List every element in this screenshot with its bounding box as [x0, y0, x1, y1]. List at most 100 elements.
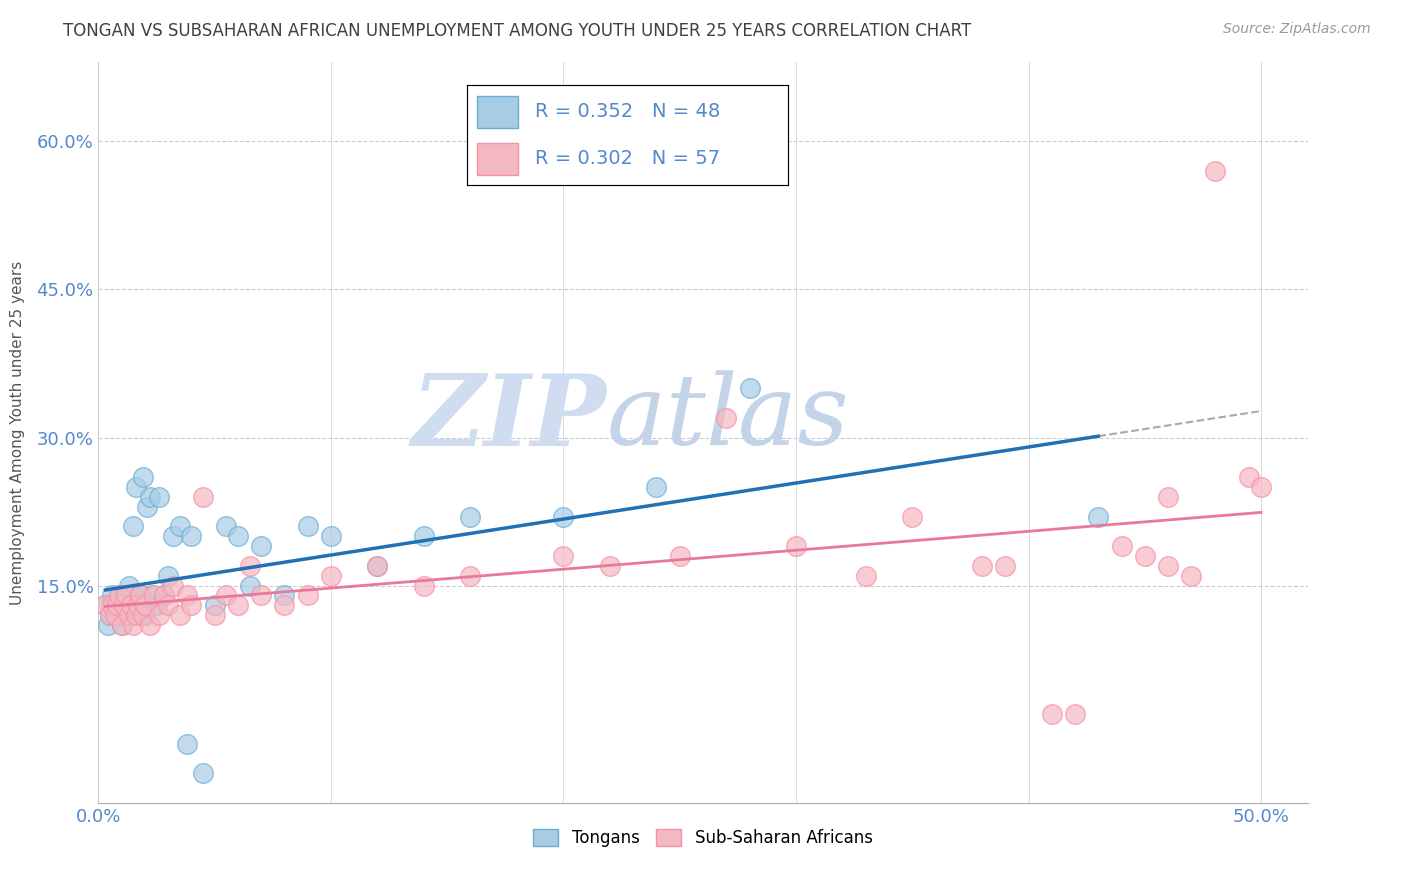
Point [124, 608, 146, 623]
Point [162, 579, 184, 593]
Point [1204, 164, 1226, 178]
Point [994, 558, 1017, 573]
Point [226, 529, 249, 543]
Point [413, 529, 436, 543]
Point [152, 589, 174, 603]
Point [94, 599, 117, 613]
Point [111, 618, 134, 632]
Point [145, 599, 167, 613]
Point [98, 608, 121, 623]
Text: Source: ZipAtlas.com: Source: ZipAtlas.com [1223, 22, 1371, 37]
Point [215, 589, 238, 603]
Point [129, 589, 152, 603]
Y-axis label: Unemployment Among Youth under 25 years: Unemployment Among Youth under 25 years [10, 260, 25, 605]
Point [460, 568, 482, 582]
Point [127, 599, 149, 613]
Point [104, 608, 127, 623]
Point [460, 509, 482, 524]
Point [366, 558, 388, 573]
Point [250, 589, 273, 603]
Point [239, 579, 262, 593]
Point [1087, 509, 1109, 524]
Point [645, 480, 668, 494]
Point [738, 381, 761, 395]
Point [366, 558, 388, 573]
Point [319, 568, 342, 582]
Point [131, 608, 153, 623]
Point [668, 549, 690, 563]
Point [1239, 470, 1261, 484]
Point [148, 490, 170, 504]
Point [120, 599, 142, 613]
Point [143, 589, 166, 603]
Point [1157, 558, 1180, 573]
Point [169, 519, 191, 533]
Text: atlas: atlas [606, 370, 849, 466]
Legend: Tongans, Sub-Saharan Africans: Tongans, Sub-Saharan Africans [527, 822, 879, 854]
Point [599, 558, 621, 573]
Point [122, 608, 145, 623]
Point [273, 589, 295, 603]
Point [297, 519, 319, 533]
Point [129, 589, 152, 603]
Point [204, 599, 226, 613]
Point [111, 599, 134, 613]
Point [901, 509, 924, 524]
Point [1133, 549, 1156, 563]
Point [101, 599, 124, 613]
Point [98, 608, 121, 623]
Point [118, 608, 141, 623]
Point [134, 599, 156, 613]
Point [124, 480, 146, 494]
Point [1250, 480, 1272, 494]
Text: ZIP: ZIP [412, 369, 606, 466]
Point [118, 599, 141, 613]
Point [297, 589, 319, 603]
Point [250, 539, 273, 553]
Point [105, 608, 128, 623]
Point [101, 589, 124, 603]
Point [553, 549, 575, 563]
Point [122, 519, 145, 533]
Point [148, 608, 170, 623]
Point [94, 599, 117, 613]
Point [120, 589, 142, 603]
Point [215, 519, 238, 533]
Point [226, 599, 249, 613]
Point [970, 558, 993, 573]
Point [785, 539, 807, 553]
Point [131, 470, 153, 484]
Point [112, 599, 135, 613]
Point [169, 608, 191, 623]
Point [239, 558, 262, 573]
Point [1157, 490, 1180, 504]
Point [180, 599, 202, 613]
Point [716, 410, 738, 425]
Point [104, 599, 127, 613]
Point [176, 737, 198, 751]
Point [1040, 706, 1063, 721]
Text: TONGAN VS SUBSAHARAN AFRICAN UNEMPLOYMENT AMONG YOUTH UNDER 25 YEARS CORRELATION: TONGAN VS SUBSAHARAN AFRICAN UNEMPLOYMEN… [63, 22, 972, 40]
Point [112, 589, 135, 603]
Point [204, 608, 226, 623]
Point [127, 599, 149, 613]
Point [141, 589, 163, 603]
Point [108, 589, 131, 603]
Point [138, 490, 160, 504]
Point [191, 766, 214, 780]
Point [108, 589, 131, 603]
Point [157, 599, 180, 613]
Point [413, 579, 436, 593]
Point [162, 529, 184, 543]
Point [111, 618, 134, 632]
Point [191, 490, 214, 504]
Point [319, 529, 342, 543]
Point [115, 589, 138, 603]
Point [1111, 539, 1133, 553]
Point [1064, 706, 1087, 721]
Point [118, 579, 141, 593]
Point [273, 599, 295, 613]
Point [1180, 568, 1202, 582]
Point [115, 608, 138, 623]
Point [97, 618, 120, 632]
